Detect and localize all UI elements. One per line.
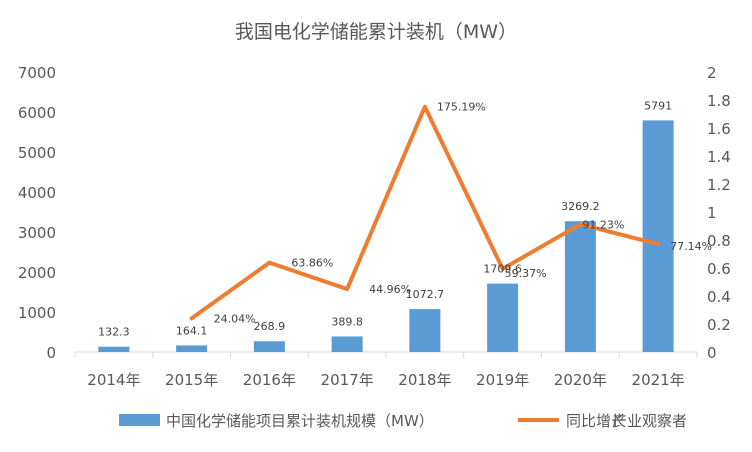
y2-tick-label: 0.6 [707,260,731,278]
bar-series [98,120,674,352]
bar-value-label: 389.8 [331,315,363,328]
bar [253,341,285,352]
x-tick-label: 2015年 [165,371,218,389]
chart-title: 我国电化学储能累计装机（MW） [235,21,517,43]
x-tick-label: 2017年 [321,371,374,389]
y2-tick-label: 1.6 [707,120,731,138]
y-tick-label: 2000 [18,264,56,282]
y-tick-label: 6000 [18,104,56,122]
bar-value-label: 164.1 [176,324,208,337]
x-axis: 2014年 2015年 2016年 2017年 2018年 2019年 2020年 2021年 [74,352,698,389]
bar [487,283,519,352]
x-tick-label: 2014年 [87,371,140,389]
bar-value-label: 1709.6 [483,263,522,276]
x-tick-label: 2016年 [243,371,296,389]
y2-tick-label: 0 [707,344,717,362]
line-value-label: 59.37% [505,267,547,280]
y-tick-label: 5000 [18,144,56,162]
y-tick-label: 1000 [18,304,56,322]
line-value-label: 91.23% [582,218,624,231]
line-value-label: 175.19% [437,101,486,114]
bar-value-label: 268.9 [254,320,286,333]
y2-tick-label: 1.4 [707,148,731,166]
y2-tick-label: 1.8 [707,92,731,110]
line-series [189,104,661,321]
bar-value-label: 3269.2 [561,200,600,213]
y2-tick-label: 0.4 [707,288,731,306]
bar-value-label: 132.3 [98,326,130,339]
y-tick-label: 4000 [18,184,56,202]
y2-tick-label: 2 [707,64,717,82]
bar [409,309,441,352]
bar [176,345,208,352]
x-tick-label: 2020年 [554,371,607,389]
legend: 中国化学储能项目累计装机规模（MW） 同比增长 [119,412,626,430]
right-y-axis: 0 0.2 0.4 0.6 0.8 1 1.2 1.4 1.6 1.8 2 [707,64,731,362]
y2-tick-label: 1 [707,204,717,222]
watermark: 产业观察者 [612,412,687,430]
bar-value-label: 5791 [644,99,672,112]
data-labels: 132.3 164.1 268.9 389.8 1072.7 1709.6 3269.2 57… [98,99,712,338]
line-value-label: 63.86% [291,257,333,270]
bar-value-label: 1072.7 [406,288,445,301]
y-tick-label: 3000 [18,224,56,242]
x-tick-label: 2018年 [398,371,451,389]
y2-tick-label: 0.2 [707,316,731,334]
x-tick-label: 2019年 [476,371,529,389]
y2-tick-label: 1.2 [707,176,731,194]
line-value-label: 24.04% [214,312,256,325]
left-y-axis: 0 1000 2000 3000 4000 5000 6000 7000 [18,64,56,362]
y2-tick-label: 0.8 [707,232,731,250]
line-value-label: 44.96% [369,283,411,296]
y-tick-label: 7000 [18,64,56,82]
bar [98,346,130,352]
y-tick-label: 0 [46,344,56,362]
bar [564,221,596,352]
legend-bar-swatch [119,414,160,426]
legend-bar-label: 中国化学储能项目累计装机规模（MW） [166,412,434,430]
bar [642,120,674,352]
bar [331,336,363,352]
x-tick-label: 2021年 [632,371,685,389]
line-value-label: 77.14% [670,240,712,253]
legend-line-label: 同比增长 [566,412,626,430]
